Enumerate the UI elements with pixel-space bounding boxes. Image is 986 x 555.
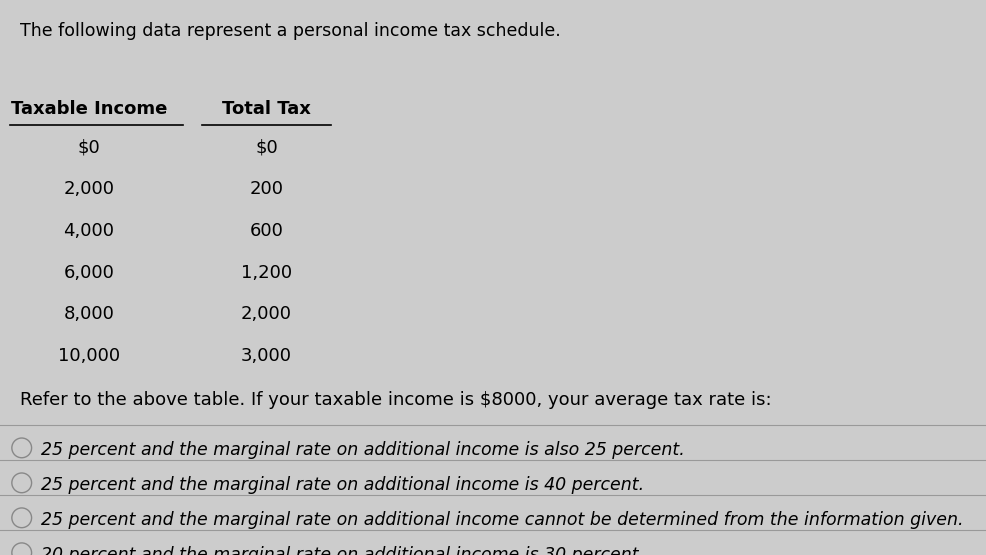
- Text: 25 percent and the marginal rate on additional income cannot be determined from : 25 percent and the marginal rate on addi…: [41, 511, 963, 529]
- Text: $0: $0: [254, 139, 278, 157]
- Text: 200: 200: [249, 180, 283, 198]
- Text: $0: $0: [77, 139, 101, 157]
- Text: Refer to the above table. If your taxable income is $8000, your average tax rate: Refer to the above table. If your taxabl…: [20, 391, 771, 409]
- Text: 2,000: 2,000: [241, 305, 292, 323]
- Text: 6,000: 6,000: [63, 264, 114, 281]
- Text: 600: 600: [249, 222, 283, 240]
- Text: 3,000: 3,000: [241, 347, 292, 365]
- Text: The following data represent a personal income tax schedule.: The following data represent a personal …: [20, 22, 560, 40]
- Text: 10,000: 10,000: [58, 347, 119, 365]
- Text: 20 percent and the marginal rate on additional income is 30 percent.: 20 percent and the marginal rate on addi…: [41, 546, 644, 555]
- Text: 2,000: 2,000: [63, 180, 114, 198]
- Text: 25 percent and the marginal rate on additional income is 40 percent.: 25 percent and the marginal rate on addi…: [41, 476, 644, 494]
- Text: 25 percent and the marginal rate on additional income is also 25 percent.: 25 percent and the marginal rate on addi…: [41, 441, 684, 459]
- Text: Taxable Income: Taxable Income: [11, 100, 167, 118]
- Text: 8,000: 8,000: [63, 305, 114, 323]
- Text: 4,000: 4,000: [63, 222, 114, 240]
- Text: Total Tax: Total Tax: [222, 100, 311, 118]
- Text: 1,200: 1,200: [241, 264, 292, 281]
